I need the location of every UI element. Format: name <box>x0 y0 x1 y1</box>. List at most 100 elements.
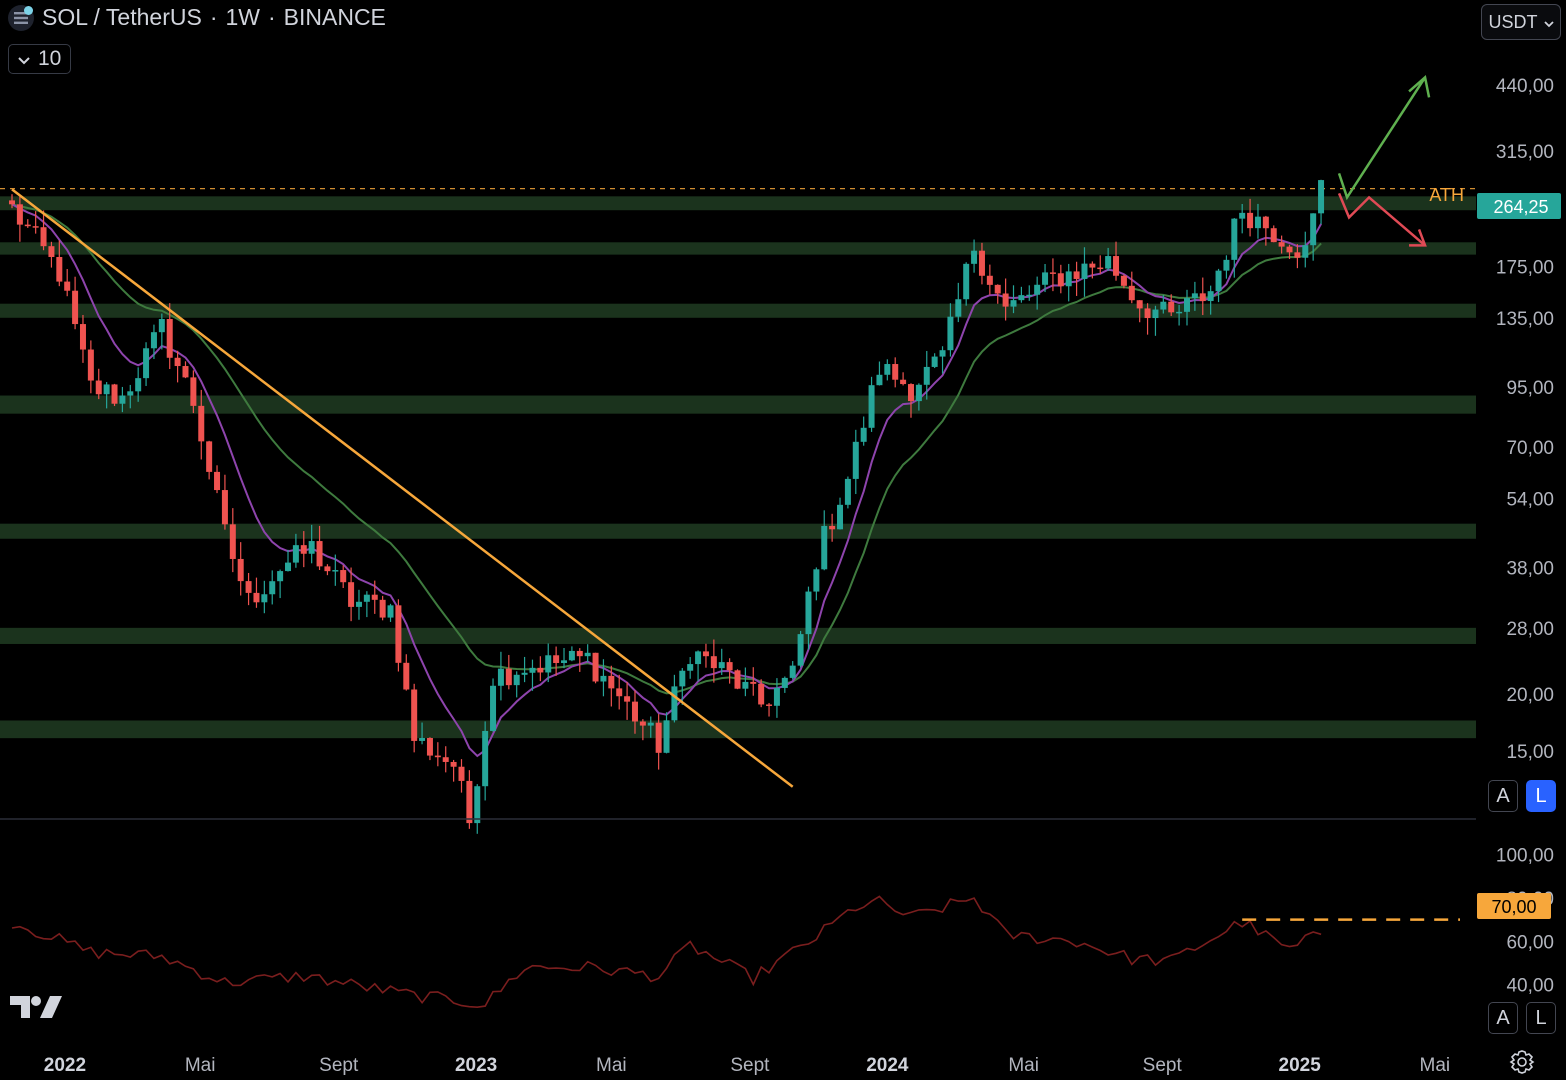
candle <box>1113 241 1120 281</box>
candle <box>221 474 228 530</box>
candle <box>1168 294 1175 317</box>
candle-body <box>576 650 583 657</box>
time-tick-label: 2022 <box>44 1055 86 1076</box>
candle <box>931 353 938 369</box>
candle <box>505 654 512 690</box>
tradingview-logo-icon[interactable] <box>10 994 62 1020</box>
interval-label[interactable]: 1W <box>225 4 260 30</box>
descending-trendline <box>11 188 794 788</box>
candle <box>978 242 985 285</box>
candle-body <box>143 348 150 379</box>
rsi-auto-scale-button[interactable]: A <box>1488 1002 1518 1034</box>
candle-body <box>158 319 165 333</box>
candle <box>371 580 378 614</box>
candle <box>955 282 962 323</box>
candle-body <box>72 290 79 325</box>
candle-body <box>474 786 481 824</box>
candle-body <box>198 405 205 442</box>
candle-body <box>695 651 702 665</box>
candle-body <box>1278 242 1285 247</box>
candle <box>103 382 110 409</box>
symbol-header[interactable]: SOL / TetherUS · 1W · BINANCE <box>8 4 386 31</box>
candle-body <box>16 204 23 225</box>
symbol-name[interactable]: SOL / TetherUS <box>42 4 202 30</box>
candle-body <box>292 545 299 563</box>
candle <box>127 384 134 409</box>
ath-label: ATH <box>1429 185 1464 205</box>
candle-body <box>584 652 591 657</box>
candle-body <box>1160 301 1167 310</box>
candle <box>726 658 733 684</box>
indicator-collapse-toggle[interactable]: 10 <box>8 44 72 74</box>
time-tick-label: Mai <box>185 1055 216 1076</box>
candle-body <box>844 478 851 505</box>
settings-gear-icon[interactable] <box>1508 1048 1536 1076</box>
candle-body <box>308 541 315 554</box>
currency-selector[interactable]: USDT <box>1481 4 1561 40</box>
log-scale-button[interactable]: L <box>1526 780 1556 812</box>
candle <box>852 429 859 495</box>
candle-body <box>355 601 362 607</box>
candle-body <box>505 668 512 686</box>
auto-scale-button[interactable]: A <box>1488 780 1518 812</box>
candle <box>1128 271 1135 304</box>
candle <box>450 759 457 782</box>
candle-body <box>24 224 31 227</box>
candle <box>986 264 993 295</box>
candle <box>915 383 922 411</box>
candle-body <box>1310 213 1317 246</box>
candle <box>773 678 780 718</box>
candle <box>1176 304 1183 326</box>
candle-body <box>1089 263 1096 268</box>
candle-body <box>837 504 844 530</box>
candle <box>261 580 268 614</box>
candle <box>789 661 796 680</box>
candle-body <box>237 558 244 582</box>
candle-body <box>87 349 94 381</box>
candle <box>245 572 252 606</box>
candle <box>229 508 236 573</box>
candle-body <box>1247 212 1254 229</box>
candle <box>348 567 355 622</box>
candle <box>695 650 702 682</box>
ema-slow-path <box>11 203 1322 695</box>
candle-body <box>316 541 323 567</box>
candle <box>939 346 946 374</box>
candle <box>56 240 63 287</box>
candle-body <box>742 681 749 689</box>
price-tick-label: 15,00 <box>1506 742 1554 763</box>
chevron-down-icon <box>18 47 30 71</box>
candle <box>1018 286 1025 303</box>
candle <box>1042 264 1049 293</box>
candle-body <box>1231 218 1238 260</box>
rsi-log-scale-button[interactable]: L <box>1526 1002 1556 1034</box>
candle-body <box>103 384 110 395</box>
candle-body <box>687 664 694 671</box>
candle <box>781 676 788 693</box>
candle <box>363 591 370 618</box>
candle <box>158 313 165 350</box>
candle <box>876 361 883 386</box>
candle <box>702 643 709 668</box>
candle-body <box>1207 291 1214 302</box>
time-scale[interactable]: 2022 Mai Sept 2023 Mai Sept 2024 Mai Sept 2025 Mai <box>44 1055 1450 1076</box>
support-resistance-zones <box>0 196 1476 739</box>
candle <box>750 667 757 696</box>
price-tick-label: 95,00 <box>1506 378 1554 399</box>
candle <box>884 359 891 381</box>
candle-body <box>568 650 575 661</box>
candle <box>308 524 315 564</box>
candle-body <box>734 670 741 689</box>
candle-body <box>482 730 489 787</box>
candle <box>379 595 386 621</box>
candle-body <box>1144 308 1151 319</box>
candle <box>1199 277 1206 316</box>
candle <box>1002 278 1009 321</box>
sr-zone <box>0 523 1476 539</box>
candle <box>64 269 71 297</box>
price-tick-label: 70,00 <box>1506 438 1554 459</box>
price-scale[interactable]: 600,00440,00315,00235,00175,00135,0095,0… <box>1496 15 1554 763</box>
candle-body <box>608 675 615 689</box>
